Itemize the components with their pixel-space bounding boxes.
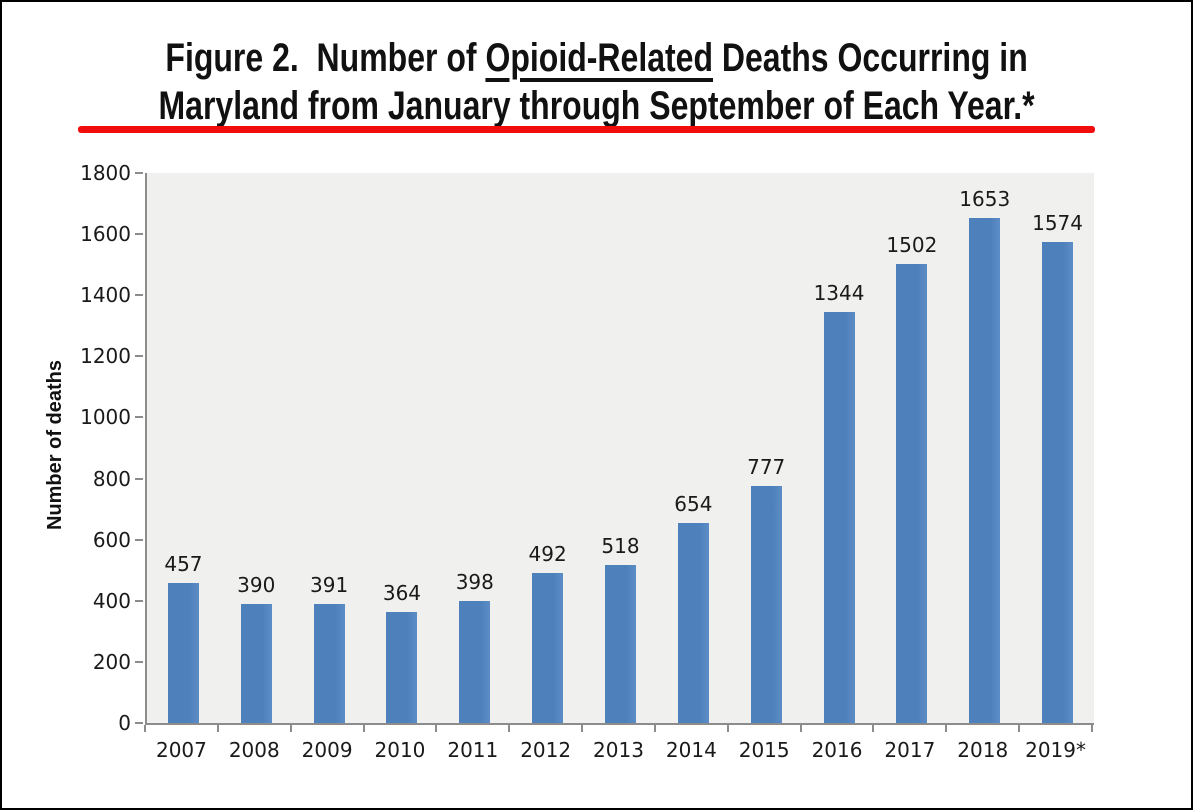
x-category-label: 2010	[374, 738, 426, 762]
y-tick-label: 200	[92, 649, 131, 674]
y-tick-mark	[135, 294, 143, 297]
bar-value-label: 1502	[886, 233, 938, 258]
title-text-prefix: Figure 2. Number of	[165, 36, 486, 80]
bar	[532, 572, 564, 723]
bar	[386, 611, 418, 723]
bar-value-label: 1653	[959, 186, 1011, 211]
x-tick-mark	[289, 725, 292, 732]
bar	[240, 603, 272, 723]
bar	[313, 603, 345, 723]
bar-value-label: 492	[528, 541, 567, 566]
bar-value-label: 390	[237, 572, 276, 597]
bar	[969, 217, 1001, 723]
x-tick-mark	[653, 725, 656, 732]
y-tick-label: 0	[118, 711, 131, 735]
y-tick-label: 1400	[80, 283, 131, 308]
bar	[896, 264, 928, 723]
x-tick-mark	[216, 725, 219, 732]
x-tick-mark	[508, 725, 511, 732]
x-tick-mark	[799, 725, 802, 732]
x-tick-mark	[1091, 725, 1093, 732]
bar	[750, 485, 782, 723]
y-tick-mark	[135, 599, 143, 602]
x-category-label: 2007	[155, 738, 207, 762]
bar	[167, 583, 199, 723]
x-tick-mark	[726, 725, 729, 732]
y-tick-mark	[135, 172, 143, 174]
y-tick-mark	[135, 660, 143, 663]
y-tick-label: 800	[92, 466, 131, 491]
y-tick-label: 1000	[80, 405, 131, 430]
x-category-label: 2013	[593, 738, 644, 762]
title-line-2: Maryland from January through September …	[158, 84, 1035, 128]
bar	[1042, 242, 1074, 723]
x-tick-mark	[581, 725, 584, 732]
x-category-label: 2008	[228, 738, 280, 762]
x-tick-mark	[945, 725, 948, 732]
bar-value-label: 777	[747, 454, 786, 479]
bar-value-label: 457	[164, 552, 203, 577]
x-category-label: 2017	[884, 738, 936, 762]
x-category-label: 2016	[811, 738, 863, 762]
y-tick-label: 400	[92, 588, 131, 613]
x-tick-mark	[1018, 725, 1021, 732]
bar-value-label: 391	[310, 572, 349, 597]
bar-value-label: 654	[674, 492, 713, 517]
x-category-label: 2015	[738, 738, 790, 762]
y-tick-mark	[135, 538, 143, 541]
title-text-suffix: Deaths Occurring in	[712, 36, 1028, 80]
x-tick-mark	[144, 725, 146, 732]
figure-title: Figure 2. Number of Opioid-Related Death…	[2, 34, 1191, 130]
bar-value-label: 398	[455, 570, 494, 595]
y-tick-mark	[135, 416, 143, 419]
y-tick-mark	[135, 722, 143, 724]
title-underlined-text: Opioid-Related	[485, 36, 713, 80]
y-tick-mark	[135, 477, 143, 480]
bar-value-label: 1344	[813, 281, 865, 306]
y-tick-label: 1200	[80, 344, 131, 369]
title-line-1: Figure 2. Number of Opioid-Related Death…	[158, 34, 1034, 82]
bar	[605, 564, 636, 723]
bar	[677, 523, 709, 723]
x-tick-mark	[872, 725, 875, 732]
plot-area: 457 390 391 364 398 492 518 654 777 1344 1502 1653 1…	[145, 173, 1094, 725]
x-category-label: 2009	[301, 738, 353, 762]
x-category-label: 2019*	[1025, 738, 1087, 762]
x-category-label: 2011	[447, 738, 499, 762]
bar	[459, 601, 491, 723]
x-tick-mark	[362, 725, 365, 732]
bar	[823, 312, 855, 723]
y-tick-label: 1800	[80, 161, 131, 185]
y-tick-label: 1600	[80, 222, 131, 247]
y-tick-mark	[135, 355, 143, 358]
x-category-label: 2012	[520, 738, 572, 762]
y-tick-label: 600	[92, 527, 131, 552]
bar-value-label: 1574	[1032, 211, 1084, 236]
x-category-label: 2014	[665, 738, 717, 762]
bar-value-label: 518	[601, 533, 640, 558]
bar-value-label: 364	[382, 580, 422, 605]
y-tick-mark	[135, 233, 143, 236]
x-category-label: 2018	[957, 738, 1009, 762]
title-red-underline	[78, 126, 1095, 133]
x-tick-mark	[435, 725, 438, 732]
